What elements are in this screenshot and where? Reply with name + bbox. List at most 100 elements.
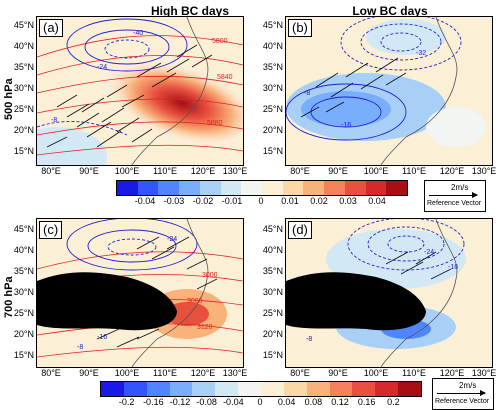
lon-tick: 120°E bbox=[439, 166, 465, 176]
colorbar-top bbox=[116, 180, 408, 196]
lat-tick: 45°N bbox=[262, 224, 283, 234]
panel-label-b: (b) bbox=[288, 19, 312, 37]
lon-tick: 100°E bbox=[363, 166, 389, 176]
colorbar-swatch bbox=[365, 181, 387, 195]
colorbar-tick-label: -0.08 bbox=[196, 397, 217, 407]
lon-tick: 100°E bbox=[363, 368, 389, 378]
panel-label-c: (c) bbox=[39, 221, 63, 239]
colorbar-tick-label: 0.12 bbox=[331, 397, 349, 407]
lon-tick: 80°E bbox=[41, 368, 61, 378]
colorbar-swatch bbox=[123, 382, 147, 396]
lat-tick: 45°N bbox=[13, 20, 34, 30]
colorbar-swatch bbox=[344, 181, 366, 195]
lat-tick: 40°N bbox=[13, 245, 34, 255]
lon-tick: 120°E bbox=[439, 368, 465, 378]
lon-tick: 120°E bbox=[190, 166, 216, 176]
colorbar-tick-label: -0.01 bbox=[221, 196, 243, 206]
lon-tick: 80°E bbox=[290, 368, 310, 378]
colorbar-tick-label: 0.08 bbox=[304, 397, 323, 407]
lat-tick: 25°N bbox=[262, 308, 283, 318]
reference-arrow-icon bbox=[429, 192, 478, 198]
lon-tick: 110°E bbox=[153, 368, 177, 378]
colorbar-swatch bbox=[283, 382, 307, 396]
colorbar-swatch bbox=[146, 382, 170, 396]
colorbar-swatch bbox=[179, 181, 200, 195]
colorbar-swatch bbox=[199, 181, 221, 195]
lat-tick: 35°N bbox=[262, 62, 283, 72]
contour-label: -24 bbox=[167, 236, 177, 243]
colorbar-tick-label: 0.04 bbox=[277, 397, 296, 407]
colorbar-swatch bbox=[303, 181, 325, 195]
lat-tick: 25°N bbox=[13, 308, 34, 318]
lat-tick: 15°N bbox=[262, 350, 283, 360]
lat-tick: 40°N bbox=[262, 41, 283, 51]
contour-label: -32 bbox=[416, 50, 426, 57]
contour-label: -8 bbox=[51, 117, 57, 124]
lon-tick: 130°E bbox=[222, 368, 248, 378]
contour-label: 5800 bbox=[212, 38, 228, 45]
colorbar-swatch bbox=[192, 382, 216, 396]
contour-label: -40 bbox=[133, 30, 143, 37]
colorbar-swatch bbox=[241, 181, 263, 195]
colorbar-swatch bbox=[386, 181, 408, 195]
lon-tick: 110°E bbox=[402, 368, 426, 378]
colorbar-bottom bbox=[100, 381, 422, 397]
colorbar-swatch bbox=[220, 181, 242, 195]
contour-label: -16 bbox=[97, 334, 107, 341]
contour-label: -16 bbox=[448, 264, 458, 271]
reference-arrow-icon bbox=[437, 390, 486, 396]
contour-label: 3080 bbox=[187, 298, 203, 305]
colorbar-swatch bbox=[324, 181, 345, 195]
reference-vector-value: 2m/s bbox=[451, 183, 469, 192]
lat-tick: 45°N bbox=[13, 224, 34, 234]
lon-tick: 90°E bbox=[328, 166, 348, 176]
colorbar-tick-label: -0.02 bbox=[192, 196, 214, 206]
colorbar-tick-label: -0.04 bbox=[223, 397, 244, 407]
reference-vector-label: Reference Vector bbox=[435, 398, 490, 405]
panel-label-d: (d) bbox=[288, 221, 312, 239]
lat-tick: 35°N bbox=[13, 62, 34, 72]
colorbar-tick-label: -0.03 bbox=[163, 196, 185, 206]
lat-tick: 15°N bbox=[262, 146, 283, 156]
colorbar-swatch bbox=[169, 382, 193, 396]
colorbar-tick-label: 0.01 bbox=[281, 196, 299, 206]
colorbar-tick-label: 0.03 bbox=[339, 196, 357, 206]
map-canvas-d: -24 -16 -8 bbox=[286, 219, 492, 367]
contour-label: -8 bbox=[77, 344, 83, 351]
lat-tick: 20°N bbox=[13, 125, 34, 135]
lat-tick: 30°N bbox=[13, 83, 34, 93]
colorbar-swatch bbox=[352, 382, 376, 396]
colorbar-bottom-labels: -0.2 -0.16 -0.12 -0.08 -0.04 0 0.04 0.08 0.12 0.1… bbox=[100, 397, 420, 409]
col-title-low-bc: Low BC days bbox=[352, 4, 428, 18]
colorbar-tick-label: 0.02 bbox=[310, 196, 328, 206]
lat-tick: 35°N bbox=[262, 266, 283, 276]
colorbar-tick-label: -0.2 bbox=[118, 397, 135, 407]
lat-tick: 20°N bbox=[262, 329, 283, 339]
colorbar-tick-label: -0.04 bbox=[134, 196, 156, 206]
map-canvas-b: -32 -16 -8 bbox=[286, 17, 492, 165]
reference-vector-label: Reference Vector bbox=[427, 200, 482, 207]
lon-tick: 80°E bbox=[41, 166, 61, 176]
lat-tick: 25°N bbox=[262, 104, 283, 114]
lon-tick: 80°E bbox=[290, 166, 310, 176]
lat-tick: 15°N bbox=[13, 350, 34, 360]
lon-tick: 100°E bbox=[114, 166, 140, 176]
panel-label-a: (a) bbox=[39, 19, 63, 37]
lon-tick: 110°E bbox=[153, 166, 177, 176]
colorbar-tick-label: 0.16 bbox=[357, 397, 376, 407]
lat-tick: 30°N bbox=[262, 83, 283, 93]
lon-tick: 90°E bbox=[79, 166, 99, 176]
lon-tick: 90°E bbox=[328, 368, 348, 378]
colorbar-tick-label: -0.12 bbox=[169, 397, 191, 407]
contour-label: 3000 bbox=[202, 272, 218, 279]
lon-tick: 130°E bbox=[471, 368, 497, 378]
contour-label: -24 bbox=[97, 64, 107, 71]
contour-label: -24 bbox=[424, 249, 434, 256]
colorbar-swatch bbox=[117, 181, 138, 195]
lon-tick: 110°E bbox=[402, 166, 426, 176]
lat-tick: 15°N bbox=[13, 146, 34, 156]
colorbar-tick-label: 0 bbox=[257, 397, 263, 407]
colorbar-top-labels: -0.04 -0.03 -0.02 -0.01 0 0.01 0.02 0.03 0.04 bbox=[116, 196, 406, 208]
lon-tick: 100°E bbox=[114, 368, 140, 378]
lon-tick: 130°E bbox=[222, 166, 248, 176]
